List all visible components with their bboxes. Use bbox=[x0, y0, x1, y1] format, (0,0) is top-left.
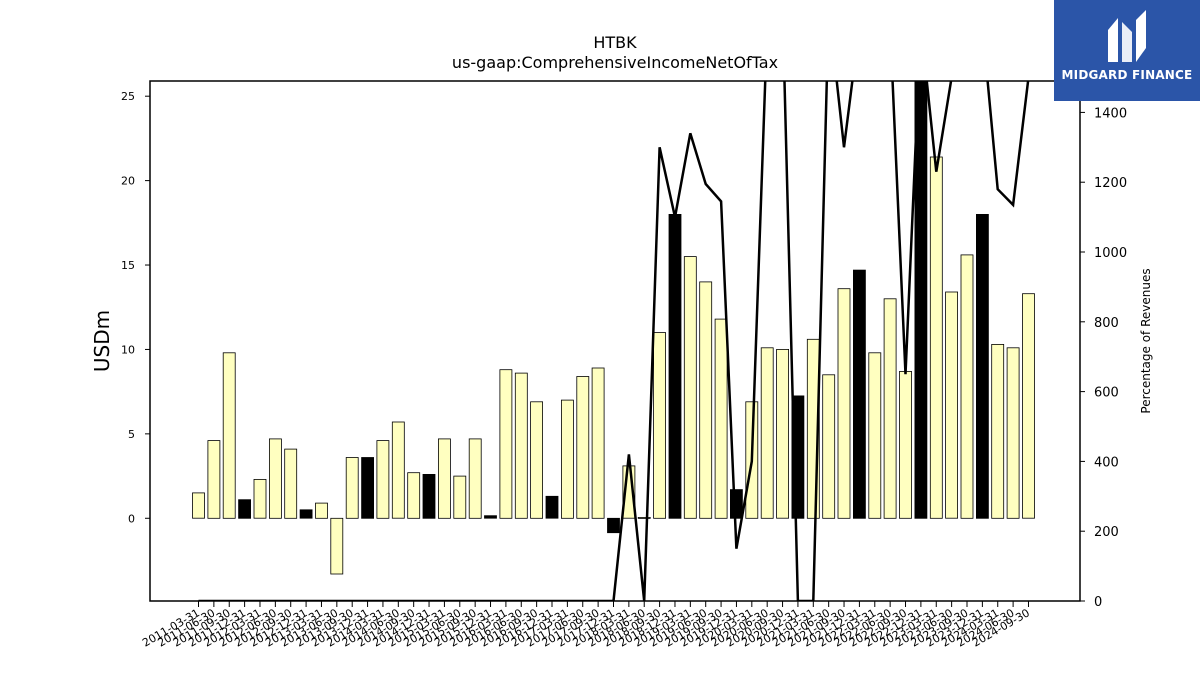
y-axis-label: USDm bbox=[90, 310, 114, 372]
y2-tick-label: 1200 bbox=[1094, 176, 1127, 191]
bar bbox=[591, 367, 605, 519]
bar bbox=[776, 348, 789, 519]
bar bbox=[422, 473, 436, 519]
y-tick-label: 10 bbox=[121, 343, 135, 356]
brand-name: MIDGARD FINANCE bbox=[1061, 68, 1193, 82]
chart-title: HTBK bbox=[593, 33, 637, 52]
y-tick-label: 0 bbox=[128, 512, 135, 525]
y2-tick-label: 1000 bbox=[1094, 246, 1127, 261]
bar bbox=[822, 374, 836, 519]
bar bbox=[330, 517, 344, 575]
plot-frame bbox=[149, 80, 1081, 602]
bar bbox=[653, 332, 666, 519]
bar bbox=[238, 499, 252, 519]
bar bbox=[976, 213, 989, 519]
bar bbox=[192, 492, 205, 519]
chart-subtitle: us-gaap:ComprehensiveIncomeNetOfTax bbox=[452, 53, 778, 72]
bar bbox=[945, 291, 958, 519]
bar bbox=[837, 288, 851, 519]
bar bbox=[499, 369, 513, 519]
bar bbox=[530, 401, 543, 519]
bar bbox=[960, 254, 974, 519]
bar bbox=[361, 457, 375, 519]
bar bbox=[991, 343, 1005, 519]
y2-axis-label: Percentage of Revenues bbox=[1139, 268, 1153, 413]
y2-tick-label: 1400 bbox=[1094, 106, 1127, 121]
y2-tick-label: 600 bbox=[1094, 386, 1119, 401]
bar bbox=[760, 347, 774, 519]
y2-tick-label: 0 bbox=[1094, 595, 1102, 610]
bar bbox=[315, 502, 328, 519]
bar bbox=[853, 269, 866, 519]
bar bbox=[561, 399, 574, 519]
bar bbox=[437, 438, 451, 519]
bar bbox=[699, 281, 713, 519]
bar bbox=[299, 509, 313, 519]
y2-tick-label: 200 bbox=[1094, 525, 1119, 540]
bar bbox=[883, 298, 897, 519]
bar bbox=[407, 472, 421, 519]
bar bbox=[253, 478, 267, 519]
bar bbox=[468, 438, 482, 519]
bar bbox=[668, 213, 682, 519]
y2-tick-label: 800 bbox=[1094, 316, 1119, 331]
bar bbox=[929, 156, 943, 519]
bar bbox=[899, 370, 912, 519]
y-tick-label: 20 bbox=[121, 175, 135, 188]
bar bbox=[222, 352, 236, 519]
bar bbox=[268, 438, 282, 519]
midgard-logo-icon bbox=[1108, 10, 1146, 62]
y-tick-label: 5 bbox=[128, 428, 135, 441]
bar bbox=[484, 515, 497, 519]
bar bbox=[683, 256, 697, 519]
bar bbox=[391, 421, 405, 519]
bar bbox=[868, 352, 882, 519]
bar bbox=[637, 517, 651, 519]
y2-tick-label: 400 bbox=[1094, 455, 1119, 470]
y-tick-label: 15 bbox=[121, 259, 135, 272]
bar bbox=[453, 475, 467, 519]
bar bbox=[207, 440, 221, 519]
y-tick-label: 25 bbox=[121, 90, 135, 103]
bar bbox=[730, 489, 743, 519]
bar bbox=[1022, 293, 1035, 519]
bar bbox=[376, 440, 390, 519]
bar bbox=[714, 318, 728, 519]
bar bbox=[284, 448, 298, 519]
brand-logo: MIDGARD FINANCE bbox=[1054, 0, 1200, 101]
bar bbox=[576, 376, 590, 519]
bar bbox=[607, 517, 620, 534]
bar bbox=[345, 457, 359, 519]
bar bbox=[914, 81, 928, 519]
bar bbox=[545, 495, 559, 519]
bar bbox=[1006, 347, 1020, 519]
bar bbox=[514, 372, 528, 519]
